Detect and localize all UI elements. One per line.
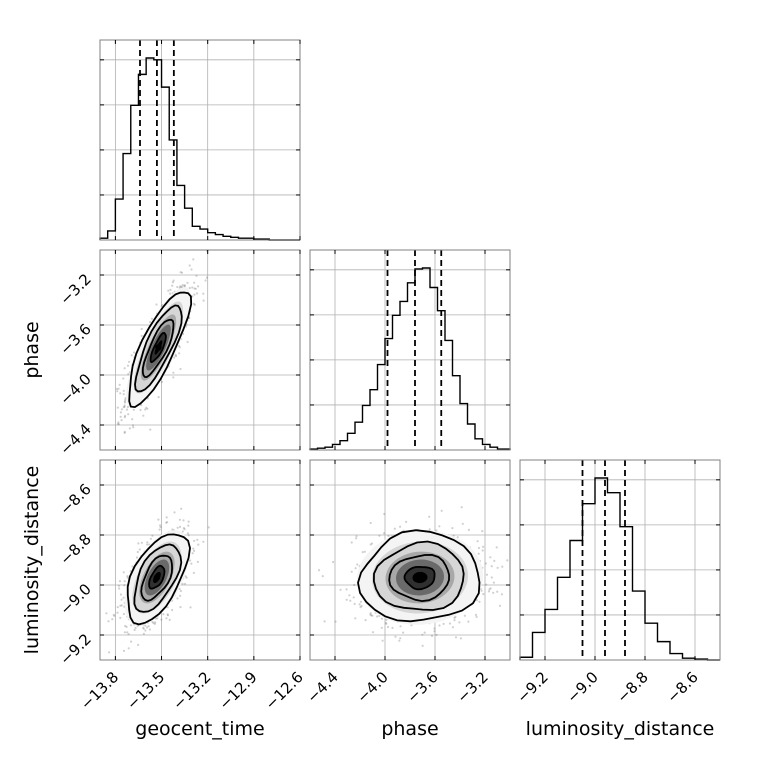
y-tick-label: −3.2 xyxy=(56,270,94,308)
x-tick-label: −13.5 xyxy=(123,668,168,713)
contour-lines xyxy=(128,291,193,409)
x-tick-label: −13.2 xyxy=(169,668,214,713)
x-tick-label: −4.4 xyxy=(303,668,341,706)
panel-luminosity_distance-vs-geocent_time xyxy=(99,459,301,661)
x-axis-label-phase: phase xyxy=(381,718,438,740)
density-peak-marker xyxy=(155,344,162,351)
contour-0 xyxy=(149,331,167,364)
hist-panel-luminosity_distance xyxy=(519,459,721,661)
contour-3 xyxy=(128,291,193,409)
hist-steps-geocent_time xyxy=(99,57,300,241)
y-tick-label: −9.0 xyxy=(56,580,94,618)
hist-steps-luminosity_distance xyxy=(519,477,720,661)
x-tick-labels-luminosity_distance: −9.2 −9.0 −8.8 −8.6 xyxy=(513,668,701,706)
x-tick-label: −9.2 xyxy=(513,668,551,706)
x-tick-label: −9.0 xyxy=(563,668,601,706)
contour-2 xyxy=(134,304,183,393)
panel-luminosity_distance-vs-phase xyxy=(309,459,511,661)
contour-1 xyxy=(140,554,174,602)
x-tick-label: −4.0 xyxy=(353,668,391,706)
contour-2 xyxy=(133,543,183,613)
contour-0 xyxy=(403,565,436,591)
y-axis-label-luminosity_distance: luminosity_distance xyxy=(21,466,43,655)
x-tick-label: −3.2 xyxy=(453,668,491,706)
x-axis-label-geocent_time: geocent_time xyxy=(135,718,264,740)
y-tick-label: −8.8 xyxy=(56,530,94,568)
hist-panel-phase xyxy=(309,249,511,451)
x-tick-label: −3.6 xyxy=(403,668,441,706)
contour-2 xyxy=(372,540,465,611)
x-tick-label: −8.8 xyxy=(613,668,651,706)
x-tick-label: −12.9 xyxy=(215,668,260,713)
hist-panel-geocent_time xyxy=(99,39,301,241)
x-axis-label-luminosity_distance: luminosity_distance xyxy=(526,718,715,740)
y-tick-label: −4.0 xyxy=(56,370,94,408)
density-peak-marker xyxy=(153,574,161,581)
y-tick-label: −3.6 xyxy=(56,320,94,358)
contour-3 xyxy=(126,533,191,626)
x-tick-label: −13.8 xyxy=(77,668,122,713)
x-tick-labels-phase: −4.4 −4.0 −3.6 −3.2 xyxy=(303,668,491,706)
y-tick-label: −4.4 xyxy=(56,420,94,458)
contour-1 xyxy=(141,318,175,379)
panel-phase-vs-geocent_time xyxy=(99,249,301,451)
contour-1 xyxy=(388,553,451,603)
x-tick-label: −12.6 xyxy=(262,668,307,713)
density-peak-marker xyxy=(416,574,424,581)
y-tick-labels-phase: −4.4 −4.0 −3.6 −3.2 xyxy=(56,270,94,458)
contour-lines xyxy=(126,533,191,626)
hist-steps-phase xyxy=(309,267,511,450)
y-axis-label-phase: phase xyxy=(21,321,43,378)
y-tick-label: −9.2 xyxy=(56,630,94,668)
x-tick-label: −8.6 xyxy=(663,668,701,706)
contour-lines xyxy=(357,529,481,623)
x-tick-labels-geocent_time: −13.8 −13.5 −13.2 −12.9 −12.6 xyxy=(77,668,307,713)
y-tick-label: −8.6 xyxy=(56,480,94,518)
contour-0 xyxy=(148,564,166,590)
y-tick-labels-luminosity_distance: −9.2 −9.0 −8.8 −8.6 xyxy=(56,480,94,668)
contour-3 xyxy=(357,529,481,623)
